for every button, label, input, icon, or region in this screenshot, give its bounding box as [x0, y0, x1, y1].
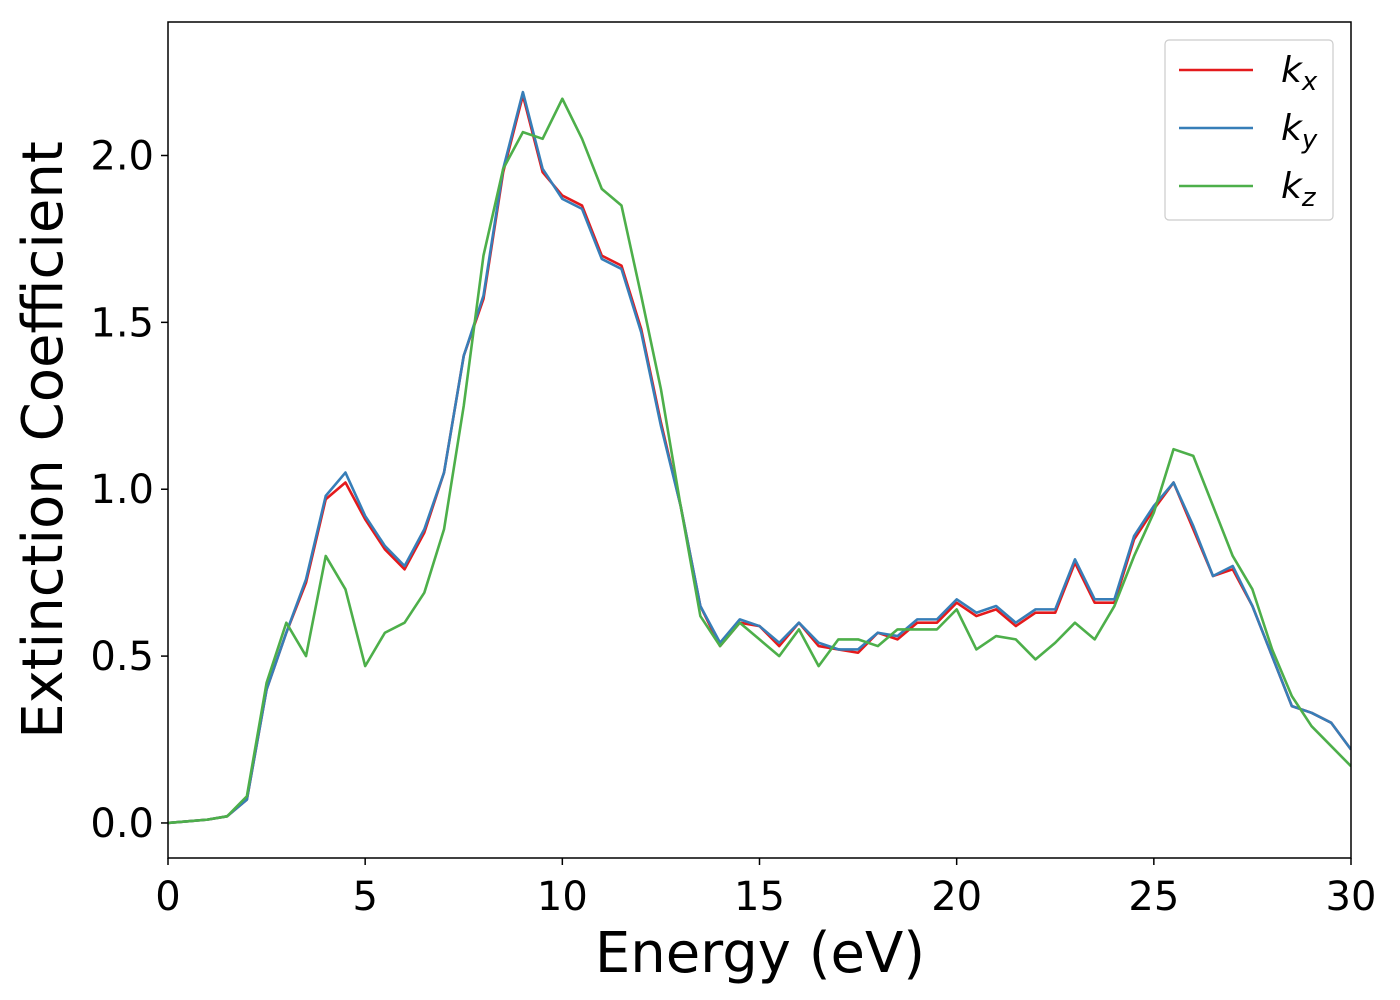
plot-frame — [167, 21, 1352, 859]
x-tick-label: 30 — [1326, 874, 1377, 920]
legend-box — [1164, 39, 1334, 221]
series-line — [168, 97, 1351, 825]
y-axis-label: Extinction Coefficient — [11, 141, 76, 739]
x-tick-label: 0 — [155, 874, 180, 920]
legend-label: kz — [1281, 166, 1317, 213]
y-tick-label: 1.0 — [90, 467, 154, 513]
x-axis-label: Energy (eV) — [595, 921, 925, 986]
x-tick-label: 25 — [1128, 874, 1179, 920]
y-tick-label: 2.0 — [90, 133, 154, 179]
y-tick-label: 1.5 — [90, 300, 154, 346]
y-tick-label: 0.5 — [90, 634, 154, 680]
x-tick-label: 10 — [537, 874, 588, 920]
x-tick-label: 5 — [352, 874, 377, 920]
legend-label: kx — [1281, 50, 1318, 97]
y-tick-label: 0.0 — [90, 801, 154, 847]
x-tick-label: 15 — [734, 874, 785, 920]
series-line — [168, 90, 1351, 825]
legend-label: ky — [1281, 108, 1318, 155]
x-tick-label: 20 — [931, 874, 982, 920]
